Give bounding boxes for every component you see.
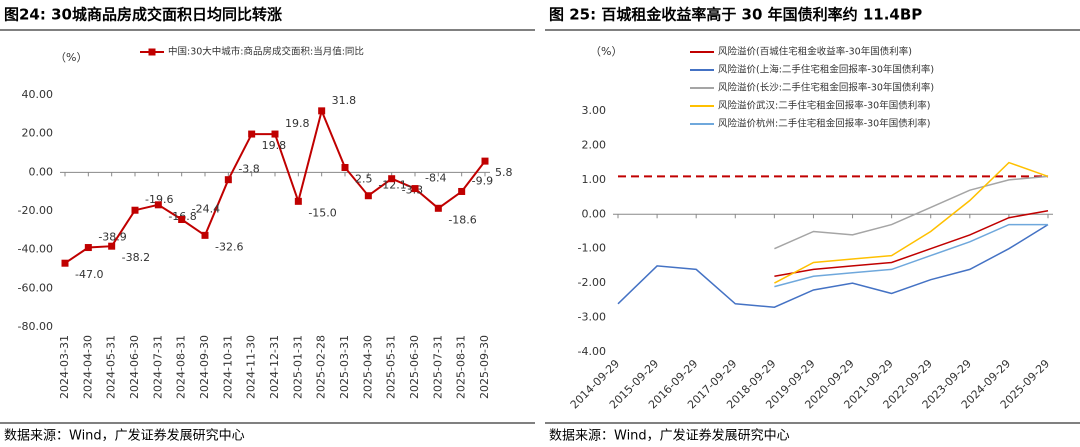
legend-marker	[148, 48, 156, 56]
series-line	[774, 223, 1048, 288]
x-tick-label: 2024-12-31	[268, 335, 281, 399]
data-label: -19.6	[145, 193, 173, 206]
data-label: -38.2	[122, 251, 150, 264]
x-tick-label: 2025-08-31	[455, 335, 468, 399]
x-tick-label: 2024-07-31	[151, 335, 164, 399]
y-tick-label: 20.00	[22, 127, 54, 140]
x-tick-label: 2024-06-30	[128, 335, 141, 399]
x-tick-label: 2025-04-30	[361, 335, 374, 399]
y-tick-label: 1.00	[582, 173, 607, 186]
marker	[341, 164, 349, 171]
x-tick-label: 2025-03-31	[338, 335, 351, 399]
y-tick-label: -3.00	[578, 311, 606, 324]
legend-label: 风险溢价(长沙:二手住宅租金回报率-30年国债利率)	[718, 82, 934, 94]
marker	[388, 175, 396, 183]
marker	[481, 157, 489, 165]
x-tick-label: 2025-05-31	[385, 335, 398, 399]
y-tick-label: -1.00	[578, 242, 606, 255]
data-label: -3.8	[238, 163, 259, 176]
x-tick-label: 2025-09-30	[478, 335, 491, 399]
y-tick-label: -2.00	[578, 276, 606, 289]
series-line	[774, 161, 1049, 284]
x-tick-label: 2024-05-31	[105, 335, 118, 399]
y-tick-label: -60.00	[18, 281, 53, 294]
x-tick-label: 2025-01-31	[291, 335, 304, 399]
chart-title: 图24: 30城商品房成交面积日均同比转涨	[4, 6, 282, 24]
source-note: 数据来源：Wind，广发证券发展研究中心	[4, 428, 245, 444]
x-tick-label: 2024-03-31	[58, 335, 71, 399]
data-label: -9.9	[472, 174, 493, 187]
y-tick-label: 2.00	[582, 138, 607, 151]
y-tick-label: -80.00	[18, 320, 53, 333]
data-label: 5.8	[495, 166, 513, 179]
x-tick-label: 2025-06-30	[408, 335, 421, 399]
marker	[178, 216, 186, 224]
marker	[434, 204, 442, 212]
source-note: 数据来源：Wind，广发证券发展研究中心	[549, 428, 790, 444]
x-tick-label: 2024-09-30	[198, 335, 211, 399]
series-line	[774, 210, 1049, 278]
x-tick-label: 2025-07-31	[431, 335, 444, 399]
series-line	[617, 223, 1049, 308]
axis-unit: （%）	[590, 45, 622, 58]
y-tick-label: -20.00	[18, 204, 53, 217]
legend-label: 风险溢价(百城住宅租金收益率-30年国债利率)	[718, 46, 912, 58]
marker	[364, 192, 372, 200]
marker	[318, 107, 326, 115]
data-label: -32.6	[215, 240, 243, 253]
y-tick-label: 40.00	[22, 88, 54, 101]
marker	[271, 130, 279, 138]
chart-title: 图 25: 百城租金收益率高于 30 年国债利率约 11.4BP	[549, 6, 922, 24]
data-label: -47.0	[75, 268, 103, 281]
x-tick-label: 2025-02-28	[315, 335, 328, 399]
data-label: -15.0	[308, 206, 336, 219]
data-label: -24.4	[192, 203, 220, 216]
marker	[248, 130, 256, 138]
marker	[84, 244, 92, 252]
data-label: 31.8	[332, 94, 357, 107]
data-label: 2.5	[355, 173, 373, 186]
data-label: -8.4	[425, 172, 446, 185]
legend-label: 风险溢价(上海:二手住宅租金回报率-30年国债利率)	[718, 64, 934, 76]
x-tick-label: 2024-04-30	[81, 335, 94, 399]
marker	[201, 231, 209, 239]
marker	[458, 187, 466, 195]
marker	[61, 259, 69, 267]
legend-label: 风险溢价杭州:二手住宅租金回报率-30年国债利率)	[718, 118, 930, 130]
x-tick-label: 2024-08-31	[175, 335, 188, 399]
data-label: 19.8	[285, 117, 310, 130]
y-tick-label: 0.00	[582, 207, 607, 220]
data-label: -38.9	[98, 231, 126, 244]
x-tick-label: 2024-10-31	[221, 335, 234, 399]
legend-label: 中国:30大中城市:商品房成交面积:当月值:同比	[168, 46, 364, 58]
data-label: -18.6	[448, 213, 476, 226]
marker	[108, 242, 116, 250]
marker	[411, 185, 419, 193]
y-tick-label: 3.00	[582, 104, 607, 117]
marker	[131, 206, 139, 214]
y-tick-label: 0.00	[29, 165, 54, 178]
data-label: 19.8	[262, 139, 287, 152]
y-tick-label: -40.00	[18, 243, 53, 256]
x-tick-label: 2024-11-30	[245, 335, 258, 399]
series-line	[774, 175, 1049, 250]
axis-unit: （%）	[55, 51, 87, 64]
marker	[224, 176, 232, 184]
data-label: -12.1	[378, 179, 406, 192]
y-tick-label: -4.00	[578, 345, 606, 358]
marker	[294, 197, 302, 205]
marker	[154, 201, 162, 209]
legend-label: 风险溢价武汉:二手住宅租金回报率-30年国债利率)	[718, 100, 930, 112]
